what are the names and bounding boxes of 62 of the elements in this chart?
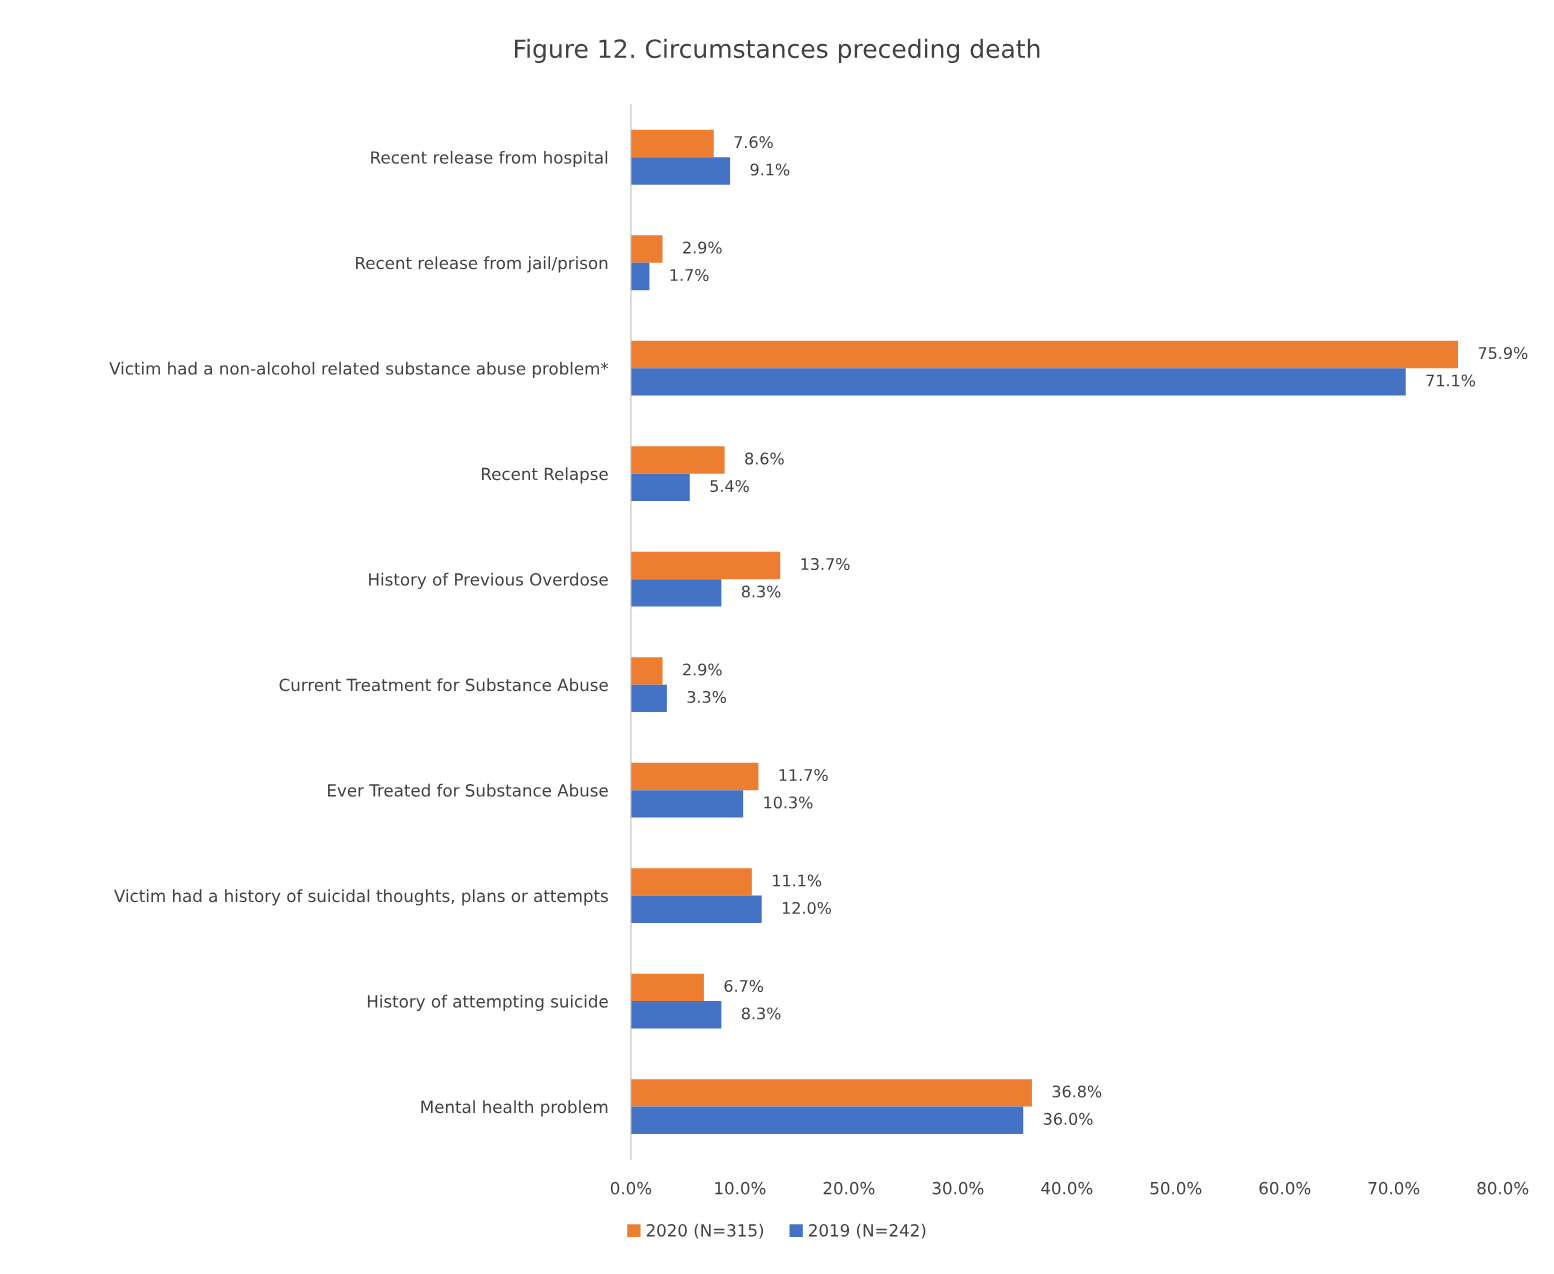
y-tick-label: Mental health problem (421, 1100, 608, 1117)
data-label: 5.4% (710, 479, 749, 493)
data-label: 8.3% (741, 1007, 781, 1020)
x-tick-label: 30.0% (932, 1181, 984, 1195)
data-label: 9.1% (750, 163, 790, 176)
x-tick-label: 60.0% (1259, 1181, 1311, 1195)
y-tick-label: Recent Relapse (481, 467, 608, 484)
data-label: 6.7% (724, 979, 764, 993)
y-tick-label: Recent release from jail/prison (356, 256, 608, 273)
x-tick-label: 10.0% (715, 1181, 766, 1195)
data-label: 75.9% (1478, 347, 1528, 360)
data-label: 7.6% (734, 136, 773, 149)
x-tick-label: 50.0% (1150, 1181, 1202, 1195)
bar (630, 1106, 1024, 1135)
bar (630, 868, 752, 896)
legend-label: 2020 (N=315) (646, 1223, 764, 1239)
bar (630, 473, 690, 502)
bar (630, 895, 762, 924)
x-tick-label: 0.0% (610, 1181, 652, 1195)
y-tick-label: Victim had a non-alcohol related substance abuse problem* (109, 361, 609, 378)
bar (630, 790, 744, 818)
data-label: 13.7% (801, 558, 850, 571)
data-label: 3.3% (687, 690, 727, 703)
bar (630, 579, 722, 607)
bar (630, 340, 1459, 369)
bar (630, 446, 725, 474)
y-tick-label: Victim had a history of suicidal thoughts, plans or attempts (114, 889, 608, 906)
data-label: 2.9% (683, 663, 722, 676)
data-label: 11.1% (773, 874, 822, 887)
data-label: 71.1% (1426, 374, 1476, 387)
bar (630, 157, 731, 185)
data-label: 8.3% (741, 585, 781, 598)
chart-title: Figure 12. Circumstances preceding death (515, 38, 1040, 64)
y-tick-label: Current Treatment for Substance Abuse (279, 678, 608, 692)
data-label: 10.3% (764, 796, 813, 809)
bar (630, 762, 759, 791)
data-label: 36.8% (1052, 1085, 1102, 1098)
x-tick-label: 70.0% (1368, 1181, 1420, 1195)
bar (630, 657, 663, 685)
data-label: 1.7% (670, 268, 709, 282)
x-tick-label: 20.0% (823, 1181, 875, 1195)
bar (630, 1001, 722, 1029)
data-label: 11.7% (779, 768, 828, 782)
y-tick-label: Recent release from hospital (371, 150, 608, 168)
y-tick-label: Ever Treated for Substance Abuse (328, 783, 608, 797)
bar (630, 973, 704, 1002)
data-label: 2.9% (683, 241, 722, 254)
data-label: 36.0% (1043, 1112, 1093, 1125)
x-tick-label: 80.0% (1477, 1181, 1529, 1195)
bar (630, 1079, 1032, 1107)
bar (630, 684, 667, 713)
bar (630, 129, 714, 158)
y-tick-label: History of attempting suicide (367, 994, 608, 1011)
y-tick-label: History of Previous Overdose (369, 572, 608, 589)
data-label: 12.0% (782, 901, 831, 914)
bar (630, 368, 1406, 396)
bar (630, 551, 781, 580)
x-tick-label: 40.0% (1041, 1181, 1093, 1195)
bar (630, 235, 663, 263)
legend-label: 2019 (N=242) (809, 1223, 926, 1239)
bar (630, 262, 650, 291)
data-label: 8.6% (745, 452, 784, 465)
